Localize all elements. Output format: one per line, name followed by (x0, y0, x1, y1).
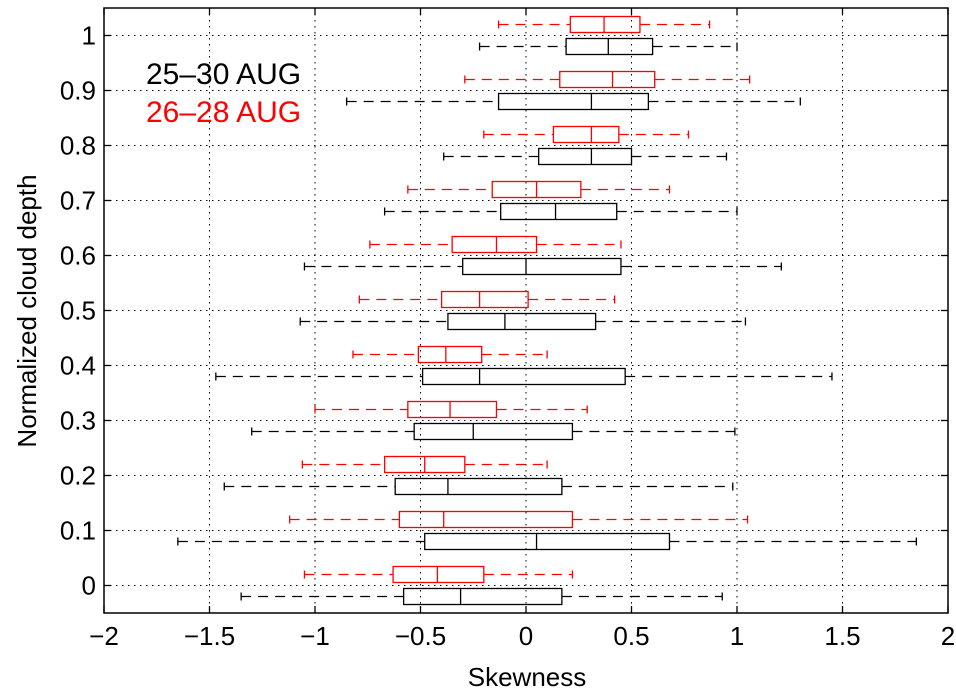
x-tick-label: −2 (89, 621, 119, 651)
iqr-box (500, 202, 618, 221)
iqr-box (497, 92, 650, 111)
iqr-box (407, 400, 498, 419)
grid-lines (104, 8, 948, 613)
iqr-box (451, 235, 538, 254)
y-tick-label: 0.8 (60, 131, 96, 161)
y-tick-label: 0.2 (60, 461, 96, 491)
y-tick-label: 0.7 (60, 186, 96, 216)
box (303, 257, 782, 276)
x-tick-label: −1.5 (184, 621, 235, 651)
box (177, 532, 917, 551)
iqr-box (424, 532, 671, 551)
box (345, 92, 801, 111)
box (383, 202, 738, 221)
box (443, 147, 728, 166)
x-tick-labels: −2 −1.5 −1 −0.5 0 0.5 1 1.5 2 (89, 621, 955, 651)
y-tick-label: 1 (82, 21, 96, 51)
box (358, 290, 616, 309)
box (478, 37, 738, 56)
iqr-box (421, 367, 626, 386)
legend-entry: 25–30 AUG (146, 58, 301, 91)
box (303, 565, 574, 584)
box (251, 422, 736, 441)
x-tick-label: 0.5 (613, 621, 649, 651)
axis-ticks (103, 8, 949, 613)
legend-entry: 26–28 AUG (146, 96, 301, 129)
y-tick-label: 0.4 (60, 351, 96, 381)
box (314, 400, 588, 419)
iqr-box (565, 37, 654, 56)
iqr-box (569, 15, 641, 34)
iqr-box (398, 510, 574, 529)
box-series-group (177, 37, 917, 606)
box (497, 15, 711, 34)
box (369, 235, 622, 254)
iqr-box (440, 290, 529, 309)
x-tick-label: 1.5 (824, 621, 860, 651)
x-tick-label: 0 (519, 621, 533, 651)
y-tick-labels: 0 0.1 0.2 0.3 0.4 0.5 0.6 0.7 0.8 0.9 1 (60, 21, 96, 601)
iqr-box (559, 70, 656, 89)
iqr-box (447, 312, 597, 331)
y-tick-label: 0.3 (60, 406, 96, 436)
box (289, 510, 749, 529)
iqr-box (417, 345, 483, 364)
iqr-box (413, 422, 574, 441)
box (299, 312, 747, 331)
box (352, 345, 548, 364)
iqr-box (538, 147, 633, 166)
y-tick-label: 0.6 (60, 241, 96, 271)
box (223, 477, 734, 496)
box (301, 455, 548, 474)
x-tick-label: 2 (941, 621, 955, 651)
x-tick-label: −1 (300, 621, 330, 651)
iqr-box (552, 125, 620, 144)
box (215, 367, 833, 386)
y-tick-label: 0 (82, 571, 96, 601)
legend: 25–30 AUG 26–28 AUG (146, 58, 301, 129)
x-axis-label: Skewness (468, 662, 587, 692)
x-tick-label: 1 (730, 621, 744, 651)
box (240, 587, 723, 606)
y-axis-label: Normalized cloud depth (12, 174, 42, 447)
x-tick-label: −0.5 (395, 621, 446, 651)
iqr-box (462, 257, 622, 276)
box (464, 70, 751, 89)
iqr-box (392, 565, 485, 584)
box-series (177, 15, 917, 606)
y-tick-label: 0.9 (60, 76, 96, 106)
box-series-group (289, 15, 751, 584)
box (483, 125, 690, 144)
box (407, 180, 671, 199)
y-tick-label: 0.1 (60, 516, 96, 546)
y-tick-label: 0.5 (60, 296, 96, 326)
iqr-box (402, 587, 563, 606)
iqr-box (394, 477, 563, 496)
